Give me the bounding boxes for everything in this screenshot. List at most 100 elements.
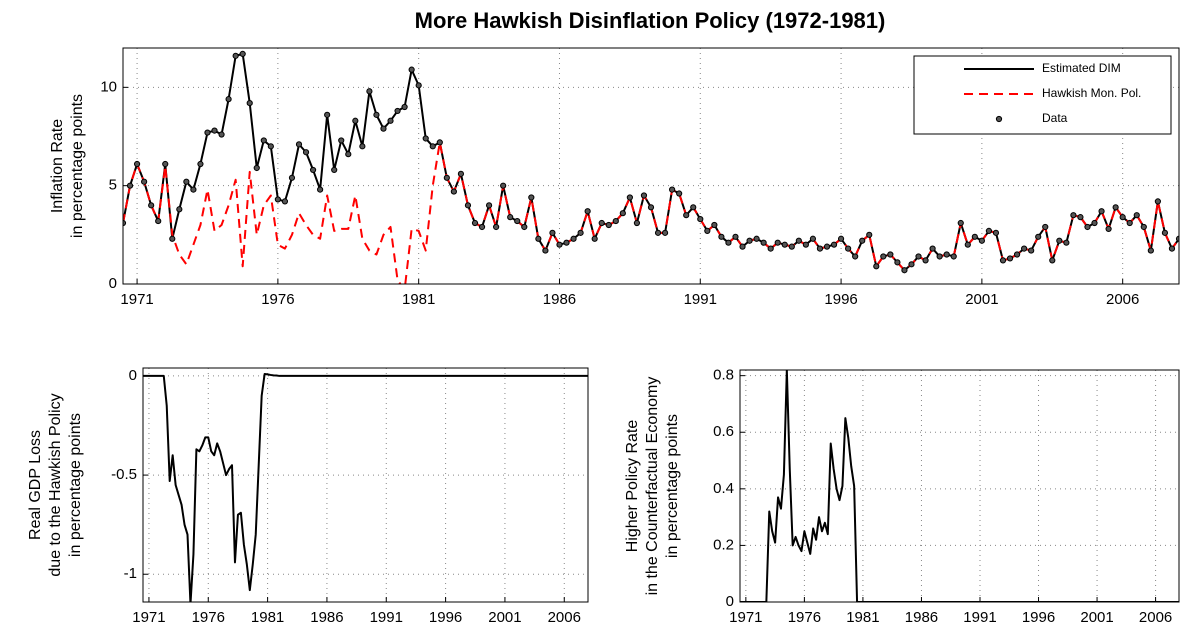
data-point — [457, 170, 465, 177]
x-tick-label: 1976 — [261, 291, 294, 308]
y-axis-label: in the Counterfactual Economy — [644, 377, 661, 596]
data-point — [1168, 245, 1176, 252]
data-point — [1112, 204, 1119, 211]
data-point — [464, 202, 472, 209]
data-point — [267, 143, 274, 150]
x-tick-label: 1991 — [684, 291, 717, 308]
data-point — [767, 245, 774, 252]
data-point — [626, 194, 633, 201]
data-point — [1021, 245, 1028, 252]
x-tick-label: 1971 — [729, 609, 762, 626]
series-line — [143, 372, 588, 602]
data-point — [218, 131, 225, 138]
data-point — [162, 160, 169, 168]
y-axis-label: due to the Hawkish Policy — [47, 393, 64, 576]
data-point — [1042, 223, 1049, 231]
data-point — [929, 245, 936, 252]
data-point — [985, 227, 993, 234]
data-point — [436, 139, 443, 146]
x-tick-label: 1971 — [132, 609, 165, 626]
data-point — [1084, 223, 1091, 231]
data-point — [654, 229, 662, 236]
data-point — [1070, 212, 1077, 219]
x-tick-label: 2006 — [548, 609, 581, 626]
data-point — [373, 111, 380, 118]
y-axis-label: Real GDP Loss — [27, 430, 44, 540]
data-point — [690, 204, 697, 211]
data-point — [528, 194, 535, 201]
data-point — [830, 241, 838, 248]
data-point — [894, 259, 901, 266]
data-point — [1154, 198, 1161, 205]
data-point — [1077, 214, 1084, 221]
data-point — [514, 217, 521, 225]
data-point — [640, 192, 648, 199]
data-point — [816, 245, 824, 252]
data-point — [324, 111, 331, 118]
x-tick-label: 2006 — [1106, 291, 1139, 308]
data-point — [845, 245, 852, 252]
data-point — [169, 235, 176, 242]
data-point — [612, 217, 619, 225]
y-axis-label: in percentage points — [67, 413, 84, 557]
data-point — [880, 253, 887, 260]
data-point — [366, 88, 373, 95]
data-point — [295, 141, 303, 148]
data-point — [507, 214, 514, 221]
data-point — [1006, 255, 1014, 262]
data-point — [197, 160, 204, 168]
data-point — [1133, 212, 1140, 219]
data-point — [1013, 251, 1021, 258]
x-tick-label: 1996 — [429, 609, 462, 626]
data-point — [788, 243, 795, 250]
data-point — [943, 251, 950, 258]
y-tick-label: 10 — [100, 78, 117, 95]
data-point — [725, 239, 732, 246]
series-line — [740, 370, 1179, 602]
data-point — [1119, 214, 1126, 221]
data-point — [387, 117, 394, 124]
legend-swatch — [995, 115, 1003, 123]
x-tick-label: 1986 — [905, 609, 938, 626]
y-tick-label: 0.4 — [713, 480, 734, 497]
data-point — [422, 135, 429, 142]
data-point — [274, 196, 281, 203]
y-tick-label: -1 — [124, 565, 137, 582]
data-point — [936, 253, 943, 260]
data-point — [647, 204, 655, 211]
plot-area — [740, 370, 1179, 602]
data-point — [774, 239, 781, 246]
x-tick-label: 1971 — [120, 291, 153, 308]
data-point — [155, 217, 162, 225]
data-point — [408, 66, 415, 73]
data-point — [563, 239, 570, 246]
data-point — [1161, 229, 1169, 236]
data-point — [598, 219, 605, 227]
data-point — [1105, 225, 1112, 233]
data-point — [978, 237, 985, 244]
data-point — [521, 223, 528, 231]
data-point — [1147, 247, 1154, 254]
legend-label: Hawkish Mon. Pol. — [1042, 86, 1141, 100]
data-point — [380, 125, 387, 132]
data-point — [683, 212, 690, 219]
data-point — [704, 227, 711, 234]
data-point — [288, 174, 296, 181]
data-point — [429, 143, 436, 150]
x-tick-label: 1996 — [1022, 609, 1055, 626]
data-point — [1091, 219, 1098, 227]
plot-layer — [143, 372, 588, 602]
y-tick-label: 0.2 — [713, 536, 734, 553]
data-point — [802, 241, 809, 248]
data-point — [500, 182, 507, 189]
y-tick-label: 0 — [109, 275, 117, 292]
data-point — [781, 241, 788, 248]
data-point — [999, 257, 1007, 264]
x-tick-label: 1991 — [370, 609, 403, 626]
data-point — [887, 251, 894, 258]
data-point — [281, 198, 289, 205]
data-point — [141, 178, 148, 185]
data-point — [556, 241, 563, 248]
x-tick-label: 1986 — [543, 291, 576, 308]
data-point — [746, 237, 753, 244]
